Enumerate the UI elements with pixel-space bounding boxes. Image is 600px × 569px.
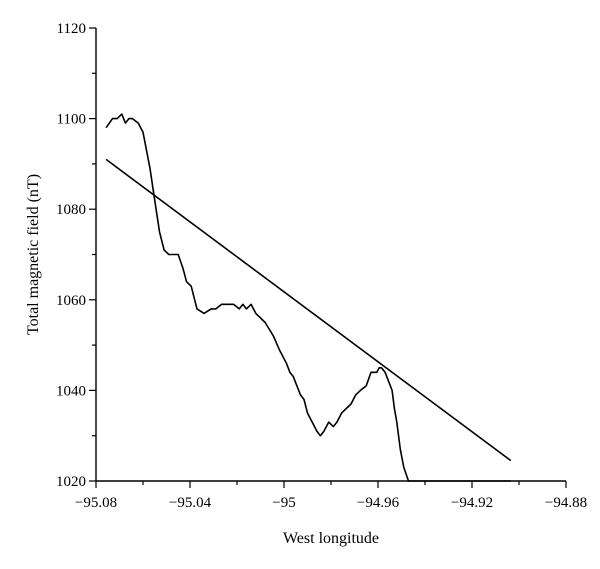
y-tick-label: 1100	[57, 112, 86, 128]
x-tick-label: −95.08	[75, 495, 117, 511]
x-tick-label: −95.04	[169, 495, 212, 511]
x-axis-title: West longitude	[283, 530, 379, 547]
y-tick-label: 1080	[56, 202, 86, 218]
x-tick-label: −95	[272, 495, 295, 511]
measured-field-line	[105, 113, 511, 482]
axes	[95, 28, 566, 482]
y-axis-ticks: 1020 1040 1060 1080 1100 1120	[56, 21, 96, 490]
x-tick-label: −94.88	[545, 495, 587, 511]
x-tick-label: −94.92	[451, 495, 493, 511]
trend-line	[105, 158, 512, 462]
y-tick-label: 1120	[57, 21, 86, 37]
y-axis-title: Total magnetic field (nT)	[25, 174, 42, 335]
y-tick-label: 1060	[56, 293, 86, 309]
y-tick-label: 1020	[56, 474, 86, 490]
y-tick-label: 1040	[56, 383, 86, 399]
series-group	[105, 113, 512, 482]
x-tick-label: −94.96	[357, 495, 400, 511]
x-axis-ticks: −95.08 −95.04 −95 −94.96 −94.92 −94.88	[75, 481, 587, 511]
